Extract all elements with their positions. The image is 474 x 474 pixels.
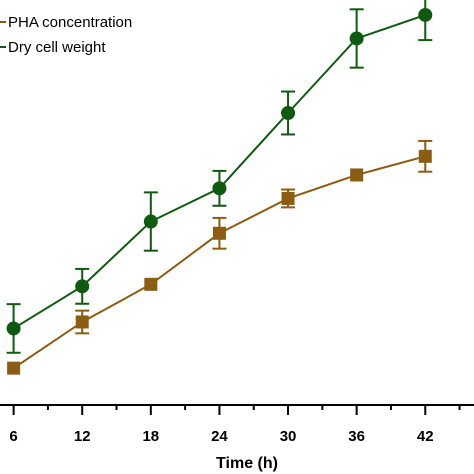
data-point	[7, 361, 21, 375]
data-point	[143, 214, 158, 229]
data-point	[212, 181, 227, 196]
data-point	[212, 226, 226, 240]
series-1	[7, 139, 433, 375]
data-point	[75, 279, 90, 294]
legend-label: Dry cell weight	[8, 39, 106, 56]
data-point	[350, 168, 364, 182]
data-point	[6, 321, 21, 336]
x-tick-label: 24	[211, 428, 228, 445]
data-point	[349, 31, 364, 46]
series-2	[6, 0, 433, 354]
data-point	[75, 315, 89, 329]
series-layer	[6, 0, 433, 375]
data-point	[144, 277, 158, 291]
data-point	[281, 191, 295, 205]
x-tick-label: 42	[417, 428, 434, 445]
data-point	[418, 7, 433, 22]
x-axis-label: Time (h)	[216, 455, 278, 472]
x-tick-label: 12	[74, 428, 91, 445]
legend: PHA concentration Dry cell weight	[0, 14, 132, 56]
data-point	[281, 105, 296, 120]
x-axis: 6 12 18 24 30 36 42	[0, 404, 474, 445]
legend-item: Dry cell weight	[0, 39, 106, 56]
x-tick-label: 36	[348, 428, 365, 445]
x-tick-label: 6	[9, 428, 17, 445]
data-point	[418, 149, 432, 163]
legend-item: PHA concentration	[0, 14, 132, 31]
x-tick-label: 30	[280, 428, 297, 445]
legend-label: PHA concentration	[8, 14, 132, 31]
x-tick-label: 18	[142, 428, 159, 445]
